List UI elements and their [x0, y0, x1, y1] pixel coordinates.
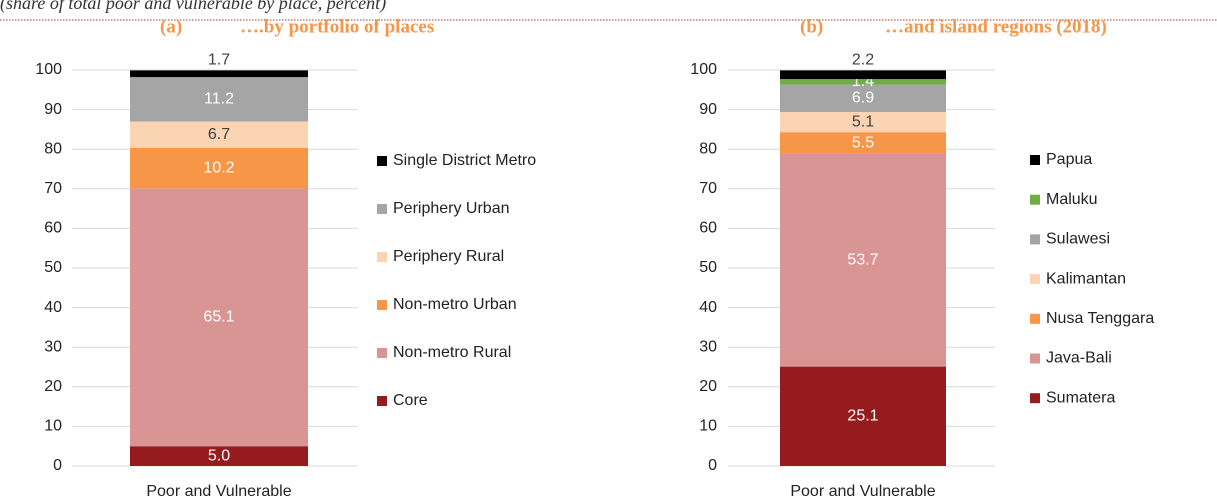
legend-swatch	[1030, 234, 1040, 245]
y-tick-label: 60	[699, 220, 717, 237]
legend-swatch	[377, 348, 387, 358]
legend-swatch	[1030, 393, 1040, 404]
legend-label: Kalimantan	[1046, 270, 1126, 287]
legend-label: Non-metro Urban	[393, 296, 517, 313]
bar-segment	[130, 148, 308, 189]
legend-label: Sulawesi	[1046, 231, 1110, 248]
y-tick-label: 50	[699, 259, 717, 276]
y-tick-label: 40	[44, 299, 62, 316]
y-tick-label: 20	[699, 378, 717, 395]
legend-label: Nusa Tenggara	[1046, 310, 1154, 327]
legend-swatch	[1030, 274, 1040, 285]
data-label: 6.9	[852, 90, 874, 107]
bar-segment	[780, 366, 946, 466]
bar-segment	[130, 121, 308, 149]
y-tick-label: 30	[44, 338, 62, 355]
y-tick-label: 80	[699, 140, 717, 157]
data-label: 6.7	[208, 126, 230, 143]
bar-segment	[780, 84, 946, 112]
data-label: 2.2	[852, 52, 874, 69]
legend-label: Single District Metro	[393, 152, 536, 169]
y-tick-label: 30	[699, 338, 717, 355]
data-label: 5.1	[852, 113, 874, 130]
panel-label: (a)	[160, 16, 182, 37]
bar-segment	[780, 132, 946, 154]
y-tick-label: 70	[699, 180, 717, 197]
legend-swatch	[1030, 155, 1040, 165]
legend-swatch	[377, 204, 387, 214]
legend-label: Sumatera	[1046, 389, 1115, 406]
data-label: 25.1	[847, 408, 878, 425]
data-label: 11.2	[204, 91, 234, 108]
y-tick-label: 100	[35, 61, 62, 78]
y-tick-label: 10	[699, 418, 717, 435]
data-label: 10.2	[203, 159, 234, 176]
chart-title: ….by portfolio of places	[240, 16, 434, 37]
bar-segment	[780, 79, 946, 85]
y-tick-label: 20	[44, 378, 62, 395]
y-tick-label: 0	[708, 457, 717, 474]
legend-swatch	[1030, 194, 1040, 205]
y-tick-label: 80	[44, 140, 62, 157]
legend-swatch	[377, 156, 387, 166]
legend-swatch	[377, 252, 387, 262]
legend-label: Core	[393, 392, 428, 409]
legend-swatch	[377, 396, 387, 406]
legend-swatch	[1030, 313, 1040, 324]
y-tick-label: 70	[44, 180, 62, 197]
data-label: 5.0	[208, 447, 230, 464]
bar-segment	[130, 70, 308, 78]
bar-segment	[780, 153, 946, 367]
bar-segment	[130, 77, 308, 122]
legend-swatch	[377, 300, 387, 310]
data-label: 1.7	[208, 52, 230, 69]
legend-label: Periphery Rural	[393, 248, 504, 265]
panel-label: (b)	[800, 16, 823, 37]
chart-title: …and island regions (2018)	[885, 16, 1107, 37]
legend-label: Non-metro Rural	[393, 344, 511, 361]
y-tick-label: 90	[44, 101, 62, 118]
legend-label: Papua	[1046, 151, 1092, 168]
legend-label: Java-Bali	[1046, 350, 1112, 367]
y-tick-label: 10	[44, 418, 62, 435]
bar-segment	[130, 446, 308, 466]
y-tick-label: 50	[44, 259, 62, 276]
data-label: 5.5	[852, 134, 874, 151]
data-label: 65.1	[203, 309, 234, 326]
x-tick-label: Poor and Vulnerable	[790, 483, 935, 500]
bar-segment	[780, 111, 946, 133]
data-label: 53.7	[847, 251, 878, 268]
y-tick-label: 40	[699, 299, 717, 316]
y-tick-label: 0	[53, 457, 62, 474]
subtitle: (share of total poor and vulnerable by p…	[0, 0, 386, 14]
bar-segment	[780, 70, 946, 80]
y-tick-label: 100	[690, 61, 717, 78]
x-tick-label: Poor and Vulnerable	[146, 483, 291, 500]
y-tick-label: 90	[699, 101, 717, 118]
legend-label: Periphery Urban	[393, 200, 510, 217]
bar-segment	[130, 188, 308, 447]
legend-label: Maluku	[1046, 191, 1098, 208]
y-tick-label: 60	[44, 220, 62, 237]
legend-swatch	[1030, 353, 1040, 364]
